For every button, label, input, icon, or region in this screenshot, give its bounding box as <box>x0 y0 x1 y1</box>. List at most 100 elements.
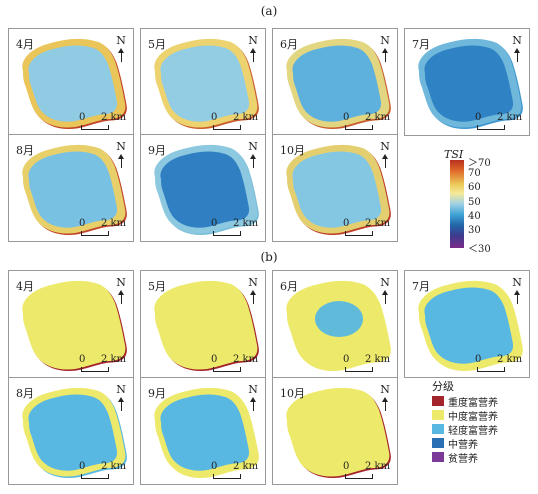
colorbar-tick: 40 <box>468 211 481 222</box>
north-arrow: N <box>247 276 259 304</box>
lake-map <box>286 280 391 372</box>
north-arrow: N <box>511 276 523 304</box>
arrow-up-icon <box>250 154 256 159</box>
arrow-up-icon <box>382 48 388 53</box>
arrow-shaft <box>384 53 386 62</box>
map-panel-a-3: 6月 N 0 2 km <box>272 28 398 136</box>
north-label: N <box>248 383 258 396</box>
scale-line <box>345 231 373 236</box>
legend-item: 重度富营养 <box>432 394 536 409</box>
scale-bar: 0 2 km <box>475 112 529 132</box>
month-label: 8月 <box>16 387 34 400</box>
month-label: 9月 <box>148 387 166 400</box>
arrow-up-icon <box>250 48 256 53</box>
month-label: 6月 <box>280 38 298 51</box>
scale-zero: 0 <box>343 461 350 472</box>
scale-bar: 0 2 km <box>211 354 265 374</box>
month-label: 5月 <box>148 38 166 51</box>
north-label: N <box>116 34 126 47</box>
lake-body <box>292 45 382 122</box>
lake-map <box>418 280 523 372</box>
north-arrow: N <box>379 383 391 411</box>
scale-two-km: 2 km <box>365 461 391 472</box>
scale-bar: 0 2 km <box>343 461 397 481</box>
legend-label: 轻度富营养 <box>448 426 498 437</box>
lake-map <box>154 387 259 479</box>
legend-label: 中营养 <box>448 440 478 451</box>
north-arrow: N <box>115 34 127 62</box>
scale-zero: 0 <box>79 218 86 229</box>
scale-zero: 0 <box>211 112 218 123</box>
lake-map <box>22 144 127 236</box>
map-panel-b-4: 7月 N 0 2 km <box>404 270 530 378</box>
map-panel-b-2: 5月 N 0 2 km <box>140 270 266 378</box>
scale-two-km: 2 km <box>497 112 523 123</box>
north-arrow: N <box>247 34 259 62</box>
scale-line <box>213 367 241 372</box>
scale-zero: 0 <box>475 112 482 123</box>
month-label: 5月 <box>148 280 166 293</box>
scale-two-km: 2 km <box>365 218 391 229</box>
arrow-up-icon <box>250 290 256 295</box>
colorbar-gradient <box>450 160 464 248</box>
scale-zero: 0 <box>343 218 350 229</box>
lake-body <box>160 151 250 228</box>
lake-body <box>28 394 118 471</box>
scale-bar: 0 2 km <box>343 218 397 238</box>
scale-line <box>213 231 241 236</box>
scale-zero: 0 <box>343 354 350 365</box>
scale-zero: 0 <box>475 354 482 365</box>
scale-bar: 0 2 km <box>79 354 133 374</box>
scale-line <box>345 367 373 372</box>
north-label: N <box>248 276 258 289</box>
lake-body <box>160 287 250 364</box>
lake-body <box>424 45 514 122</box>
legend-swatch <box>432 396 444 406</box>
lake-body <box>28 151 118 228</box>
north-arrow: N <box>115 140 127 168</box>
arrow-shaft <box>120 402 122 411</box>
scale-line <box>345 125 373 130</box>
map-panel-b-5: 8月 N 0 2 km <box>8 377 134 485</box>
colorbar-tick: 50 <box>468 197 481 208</box>
arrow-shaft <box>252 53 254 62</box>
bloom-core <box>315 301 363 337</box>
lake-map <box>154 144 259 236</box>
north-arrow: N <box>247 383 259 411</box>
lake-map <box>22 387 127 479</box>
scale-two-km: 2 km <box>233 354 259 365</box>
scale-bar: 0 2 km <box>343 354 397 374</box>
scale-zero: 0 <box>79 354 86 365</box>
scale-bar: 0 2 km <box>343 112 397 132</box>
legend-swatch <box>432 424 444 434</box>
north-label: N <box>116 140 126 153</box>
month-label: 7月 <box>412 38 430 51</box>
scale-line <box>345 474 373 479</box>
scale-line <box>81 367 109 372</box>
map-panel-a-2: 5月 N 0 2 km <box>140 28 266 136</box>
scale-line <box>81 231 109 236</box>
lake-map <box>22 280 127 372</box>
scale-line <box>81 125 109 130</box>
scale-two-km: 2 km <box>365 354 391 365</box>
map-panel-b-7: 10月 N 0 2 km <box>272 377 398 485</box>
north-label: N <box>380 383 390 396</box>
north-arrow: N <box>247 140 259 168</box>
colorbar-tick: ＞70 <box>468 158 491 169</box>
north-label: N <box>248 140 258 153</box>
scale-two-km: 2 km <box>233 112 259 123</box>
arrow-up-icon <box>382 290 388 295</box>
scale-bar: 0 2 km <box>79 461 133 481</box>
arrow-shaft <box>516 53 518 62</box>
legend-item: 中营养 <box>432 436 536 451</box>
arrow-shaft <box>384 402 386 411</box>
north-arrow: N <box>379 276 391 304</box>
lake-body <box>424 287 514 364</box>
north-label: N <box>248 34 258 47</box>
lake-body <box>28 45 118 122</box>
month-label: 9月 <box>148 144 166 157</box>
scale-line <box>213 125 241 130</box>
scale-two-km: 2 km <box>101 112 127 123</box>
lake-map <box>286 144 391 236</box>
scale-line <box>477 125 505 130</box>
